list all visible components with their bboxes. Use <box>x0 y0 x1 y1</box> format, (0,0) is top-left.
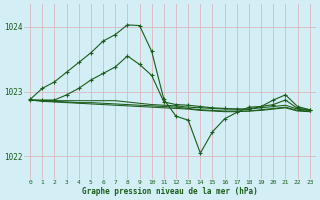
X-axis label: Graphe pression niveau de la mer (hPa): Graphe pression niveau de la mer (hPa) <box>82 187 258 196</box>
